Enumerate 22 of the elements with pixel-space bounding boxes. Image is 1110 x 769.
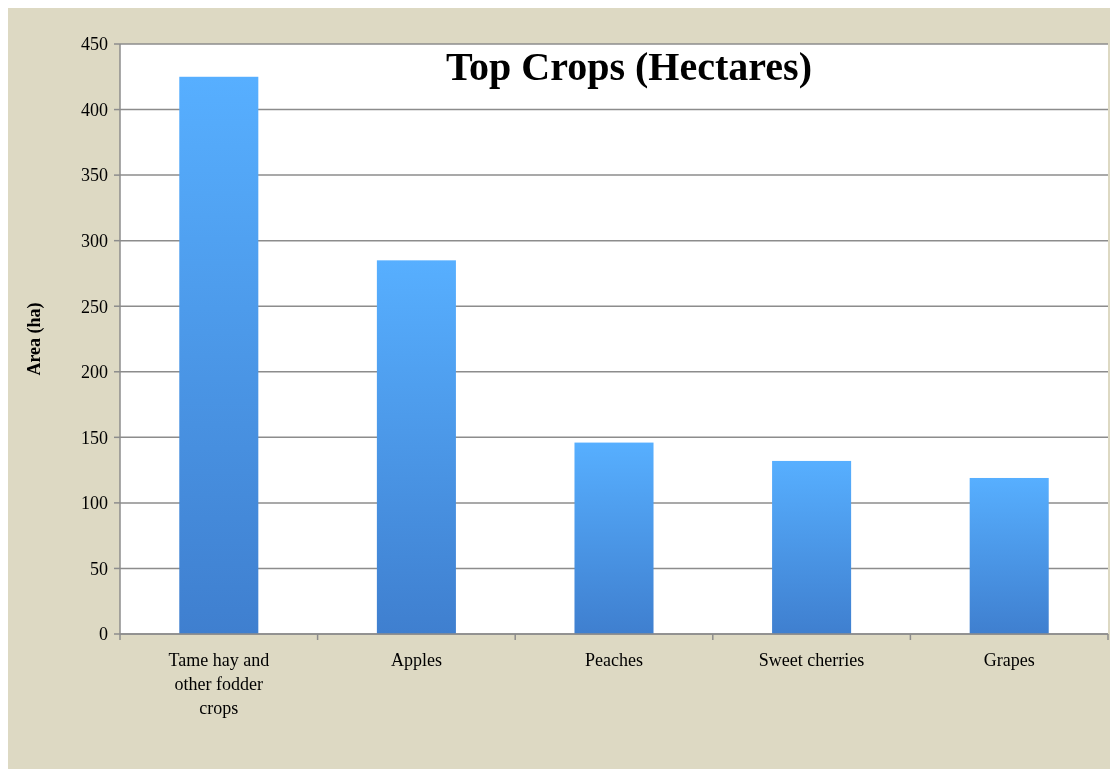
- bar: [969, 477, 1049, 634]
- y-tick-label: 350: [81, 165, 108, 186]
- x-tick-label: Tame hay and other fodder crops: [168, 650, 270, 718]
- y-tick-label: 200: [81, 362, 108, 383]
- y-tick-label: 50: [90, 558, 108, 579]
- bar: [179, 76, 259, 634]
- y-tick-label: 450: [81, 34, 108, 55]
- y-tick-label: 250: [81, 296, 108, 317]
- y-axis-title: Area (ha): [24, 302, 45, 376]
- y-tick-label: 400: [81, 99, 108, 120]
- x-tick-label: Grapes: [983, 650, 1035, 670]
- y-tick-label: 0: [99, 624, 108, 645]
- y-tick-label: 100: [81, 493, 108, 514]
- y-tick-label: 300: [81, 230, 108, 251]
- bar: [376, 260, 456, 634]
- x-tick-label: Apples: [390, 650, 442, 670]
- y-tick-label: 150: [81, 427, 108, 448]
- bar: [574, 442, 654, 634]
- bar: [772, 460, 852, 634]
- chart-title: Top Crops (Hectares): [446, 44, 812, 89]
- x-tick-label: Peaches: [585, 650, 643, 670]
- x-tick-label: Sweet cherries: [758, 650, 865, 670]
